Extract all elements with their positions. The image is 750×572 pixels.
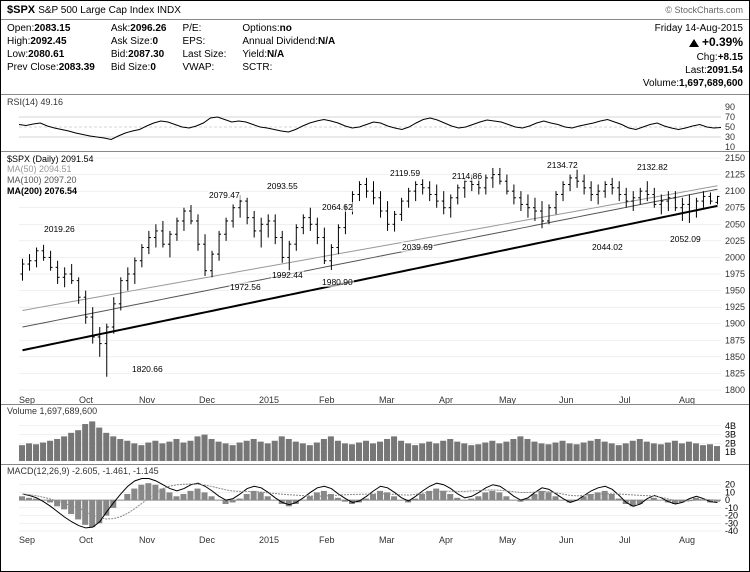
svg-text:2150: 2150 <box>725 153 745 163</box>
svg-text:May: May <box>499 535 517 545</box>
svg-text:1900: 1900 <box>725 318 745 328</box>
stat-last: 2091.54 <box>707 65 743 76</box>
svg-text:1875: 1875 <box>725 335 745 345</box>
stat-volume: 1,697,689,600 <box>679 78 743 89</box>
stat-div: N/A <box>318 36 335 47</box>
volume-chart: 1B2B3B4B <box>1 405 750 465</box>
macd-chart: -40-30-20-1001020SepOctNovDec2015FebMarA… <box>1 465 750 545</box>
price-annotation: 2079.47 <box>208 190 241 200</box>
svg-text:1950: 1950 <box>725 285 745 295</box>
svg-text:2025: 2025 <box>725 235 745 245</box>
attribution: © StockCharts.com <box>665 5 743 15</box>
chart-container: $SPX S&P 500 Large Cap Index INDX © Stoc… <box>0 0 750 572</box>
price-annotation: 2052.09 <box>669 234 702 244</box>
price-panel: $SPX (Daily) 2091.54 MA(50) 2094.51 MA(1… <box>1 151 749 404</box>
stat-yield: N/A <box>267 49 284 60</box>
svg-text:Jun: Jun <box>559 535 574 545</box>
price-annotation: 1992.44 <box>271 270 304 280</box>
svg-text:1825: 1825 <box>725 368 745 378</box>
price-annotation: 2114.86 <box>451 171 483 181</box>
price-annotation: 1980.90 <box>321 277 354 287</box>
macd-panel: MACD(12,26,9) -2.605, -1.461, -1.145 -40… <box>1 464 749 544</box>
stat-high: 2092.45 <box>30 36 66 47</box>
stats-bar: Open: 2083.15 High: 2092.45 Low: 2080.61… <box>1 20 749 95</box>
svg-text:Dec: Dec <box>199 535 216 545</box>
stat-low: 2080.61 <box>28 49 64 60</box>
price-annotation: 2064.62 <box>321 202 354 212</box>
chart-date: Friday 14-Aug-2015 <box>643 22 743 35</box>
rsi-chart: 1030507090 <box>1 95 750 151</box>
stat-bid: 2087.30 <box>128 49 164 60</box>
stat-asksize: 0 <box>153 36 159 47</box>
title-left: $SPX S&P 500 Large Cap Index INDX <box>7 4 181 16</box>
svg-text:Feb: Feb <box>319 535 335 545</box>
svg-text:90: 90 <box>725 102 735 112</box>
stat-prevclose: 2083.39 <box>59 62 95 73</box>
stat-open: 2083.15 <box>34 23 70 34</box>
svg-text:Sep: Sep <box>19 535 35 545</box>
svg-text:1975: 1975 <box>725 269 745 279</box>
price-annotation: 2093.55 <box>266 181 299 191</box>
svg-text:Apr: Apr <box>439 535 453 545</box>
svg-text:3B: 3B <box>725 429 736 439</box>
svg-text:2000: 2000 <box>725 252 745 262</box>
macd-label: MACD(12,26,9) -2.605, -1.461, -1.145 <box>7 466 159 476</box>
svg-text:2050: 2050 <box>725 219 745 229</box>
ma200-label: MA(200) 2076.54 <box>7 186 94 197</box>
svg-text:2125: 2125 <box>725 169 745 179</box>
svg-text:50: 50 <box>725 122 735 132</box>
up-arrow-icon <box>689 39 699 47</box>
svg-text:Jul: Jul <box>619 535 631 545</box>
stat-pctchg: +0.39% <box>702 35 743 49</box>
svg-text:2015: 2015 <box>259 535 279 545</box>
price-annotation: 1820.66 <box>131 364 164 374</box>
ma50-label: MA(50) 2094.51 <box>7 164 94 175</box>
svg-text:20: 20 <box>725 479 735 489</box>
price-annotation: 1972.56 <box>229 282 262 292</box>
stat-chg: +8.15 <box>718 52 743 63</box>
rsi-panel: RSI(14) 49.16 1030507090 <box>1 95 749 151</box>
stat-options: no <box>280 23 292 34</box>
svg-text:Nov: Nov <box>139 535 156 545</box>
svg-text:Aug: Aug <box>679 535 695 545</box>
stat-ask: 2096.26 <box>130 23 166 34</box>
svg-text:1800: 1800 <box>725 385 745 395</box>
stat-bidsize: 0 <box>150 62 156 73</box>
svg-text:30: 30 <box>725 132 735 142</box>
price-annotation: 2132.82 <box>636 162 669 172</box>
svg-text:4B: 4B <box>725 420 736 430</box>
ma100-label: MA(100) 2097.20 <box>7 175 94 186</box>
svg-text:1925: 1925 <box>725 302 745 312</box>
price-chart: 1800 1825 1850 1875 1900 1925 1950 1975 2000 2025… <box>1 152 750 405</box>
svg-text:2075: 2075 <box>725 202 745 212</box>
chart-header: $SPX S&P 500 Large Cap Index INDX © Stoc… <box>1 1 749 20</box>
volume-panel: Volume 1,697,689,600 1B2B3B4B <box>1 404 749 464</box>
svg-text:Mar: Mar <box>379 535 395 545</box>
svg-text:70: 70 <box>725 112 735 122</box>
svg-text:1850: 1850 <box>725 351 745 361</box>
chart-title: S&P 500 Large Cap Index INDX <box>38 5 181 16</box>
svg-text:10: 10 <box>725 142 735 151</box>
price-label: $SPX (Daily) 2091.54 <box>7 154 94 165</box>
price-annotation: 2044.02 <box>591 242 624 252</box>
ticker-symbol: $SPX <box>7 4 35 16</box>
price-annotation: 2119.59 <box>389 168 421 178</box>
price-annotation: 2039.69 <box>401 242 434 252</box>
svg-text:2100: 2100 <box>725 186 745 196</box>
price-annotation: 2019.26 <box>43 224 76 234</box>
rsi-label: RSI(14) 49.16 <box>7 97 63 107</box>
svg-text:2B: 2B <box>725 438 736 448</box>
price-annotation: 2134.72 <box>546 160 579 170</box>
volume-label: Volume 1,697,689,600 <box>7 406 97 416</box>
svg-text:Oct: Oct <box>79 535 94 545</box>
svg-text:1B: 1B <box>725 447 736 457</box>
